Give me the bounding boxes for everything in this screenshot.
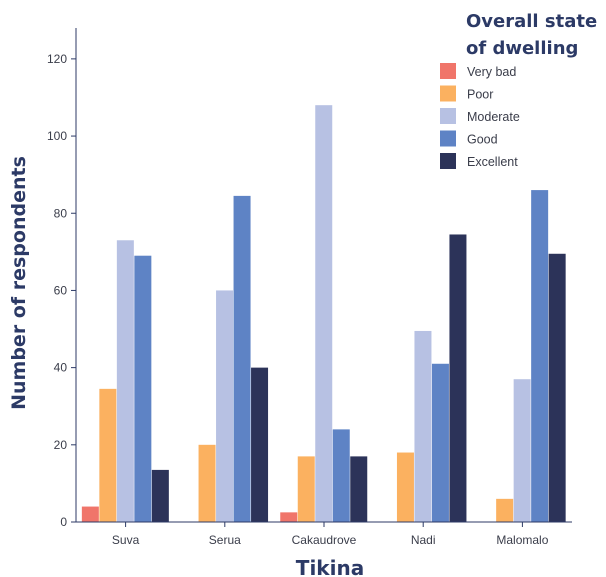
legend-label-poor: Poor	[467, 88, 493, 102]
bar-suva-very-bad	[81, 506, 99, 522]
bar-serua-poor	[198, 444, 216, 522]
legend-swatch-poor	[440, 85, 456, 102]
legend: Overall state of dwelling Very bad Poor Mo…	[440, 11, 597, 169]
legend-items: Very bad Poor Moderate Good Excellent	[440, 63, 520, 169]
bar-suva-poor	[99, 388, 117, 522]
bar-nadi-excellent	[449, 234, 467, 522]
y-tick-label: 0	[60, 515, 67, 529]
x-tick-label-nadi: Nadi	[411, 533, 436, 547]
bar-cakaudrove-poor	[297, 456, 315, 522]
legend-label-moderate: Moderate	[467, 110, 520, 124]
legend-swatch-excellent	[440, 153, 456, 169]
legend-label-very-bad: Very bad	[467, 65, 516, 79]
x-tick-label-suva: Suva	[112, 533, 140, 547]
bar-nadi-poor	[396, 452, 414, 522]
bar-serua-excellent	[251, 367, 269, 522]
legend-label-good: Good	[467, 133, 498, 147]
bar-cakaudrove-very-bad	[280, 512, 298, 522]
y-tick-label: 100	[47, 129, 67, 143]
legend-swatch-very-bad	[440, 63, 456, 79]
bar-cakaudrove-excellent	[350, 456, 368, 522]
y-tick-label: 120	[47, 52, 67, 66]
bar-malomalo-excellent	[548, 253, 566, 522]
bar-nadi-moderate	[414, 330, 432, 522]
y-axis-title: Number of respondents	[8, 156, 30, 410]
y-tick-label: 20	[54, 438, 68, 452]
bars-group	[81, 105, 566, 522]
y-tick-label: 40	[54, 361, 68, 375]
legend-label-excellent: Excellent	[467, 155, 518, 169]
legend-title-line-1: Overall state	[466, 11, 597, 32]
legend-title-line-2: of dwelling	[466, 38, 578, 59]
bar-suva-good	[134, 255, 152, 522]
y-ticks-group: 0 20 40 60 80 100 120	[47, 52, 76, 529]
legend-swatch-good	[440, 130, 456, 147]
bar-suva-moderate	[116, 240, 134, 522]
bar-nadi-good	[431, 363, 449, 522]
bar-cakaudrove-good	[332, 429, 350, 522]
x-axis-title: Tikina	[296, 556, 364, 577]
bar-serua-moderate	[216, 290, 234, 522]
bar-cakaudrove-moderate	[315, 105, 333, 522]
y-tick-label: 80	[54, 206, 68, 220]
bar-serua-good	[233, 195, 251, 522]
x-tick-label-serua: Serua	[209, 533, 241, 547]
y-tick-label: 60	[54, 283, 68, 297]
legend-swatch-moderate	[440, 108, 456, 124]
bar-malomalo-moderate	[513, 379, 531, 522]
x-ticks-group: Suva Serua Cakaudrove Nadi Malomalo	[112, 522, 549, 547]
x-tick-label-cakaudrove: Cakaudrove	[292, 533, 357, 547]
bar-suva-excellent	[151, 469, 169, 522]
bar-malomalo-good	[531, 190, 549, 522]
bar-malomalo-poor	[496, 498, 514, 522]
x-tick-label-malomalo: Malomalo	[496, 533, 548, 547]
